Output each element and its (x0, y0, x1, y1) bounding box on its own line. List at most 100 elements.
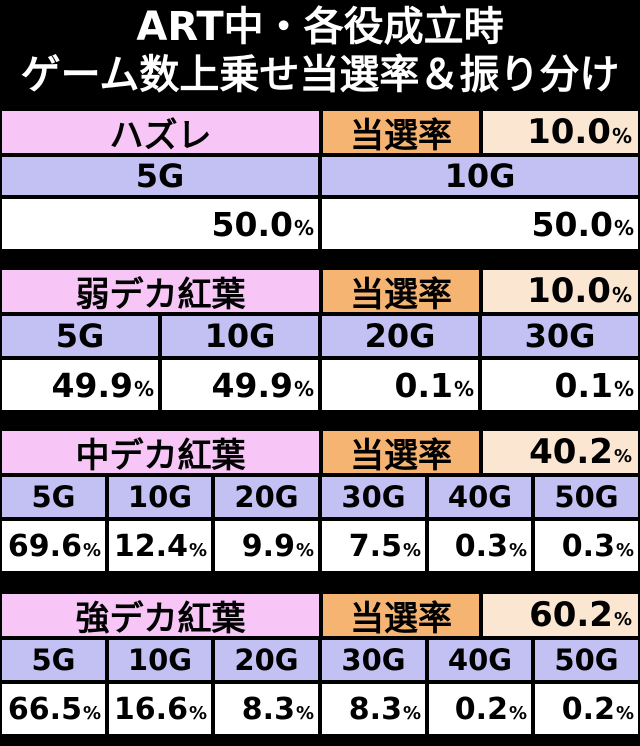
games-header: 40G (427, 475, 533, 519)
distribution-value: 8.3% (320, 682, 427, 736)
games-header: 50G (533, 638, 640, 682)
games-header-text: 10G (444, 157, 516, 195)
distribution-value: 9.9% (213, 519, 320, 573)
games-header-text: 20G (234, 480, 299, 514)
games-header: 30G (320, 638, 427, 682)
distribution-value: 0.1% (320, 358, 480, 412)
distribution-value: 0.2% (533, 682, 640, 736)
role-name-text: 弱デカ紅葉 (75, 274, 246, 314)
rate-label: 当選率 (321, 592, 481, 638)
rate-value-number: 10.0 (527, 271, 611, 311)
games-header-text: 40G (447, 643, 513, 677)
distribution-value: 49.9% (160, 358, 320, 412)
distribution-value-number: 0.1 (394, 365, 453, 405)
distribution-value-number: 49.9 (51, 365, 133, 405)
games-header: 10G (107, 475, 213, 519)
percent-sign: % (293, 377, 314, 401)
rate-label-text: 当選率 (350, 435, 452, 475)
games-header-text: 30G (341, 643, 406, 677)
games-header-text: 40G (447, 480, 513, 514)
percent-sign: % (133, 377, 154, 401)
percent-sign: % (613, 445, 632, 467)
games-header: 20G (320, 314, 480, 358)
games-header: 10G (107, 638, 213, 682)
games-header-text: 10G (127, 480, 193, 514)
games-header: 5G (0, 475, 107, 519)
distribution-value: 0.2% (427, 682, 533, 736)
distribution-value-number: 0.2 (454, 691, 508, 727)
games-header-text: 5G (31, 643, 76, 677)
distribution-value-number: 49.9 (211, 365, 293, 405)
title-line-2: ゲーム数上乗せ当選率＆振り分け (20, 52, 620, 98)
distribution-value-number: 50.0 (211, 204, 293, 244)
games-header: 30G (480, 314, 640, 358)
title-line-1: ART中・各役成立時 (136, 4, 504, 50)
percent-sign: % (82, 702, 101, 724)
games-header-text: 30G (524, 317, 596, 355)
distribution-value-number: 16.6 (113, 691, 188, 727)
distribution-value: 50.0% (0, 197, 320, 251)
percent-sign: % (402, 539, 421, 561)
percent-sign: % (611, 283, 632, 307)
games-header-text: 5G (135, 157, 185, 195)
distribution-value-number: 7.5 (348, 528, 402, 564)
role-name-text: 強デカ紅葉 (75, 598, 246, 638)
percent-sign: % (613, 377, 634, 401)
percent-sign: % (615, 539, 634, 561)
distribution-value: 66.5% (0, 682, 107, 736)
rate-value: 60.2% (481, 592, 640, 638)
distribution-value: 0.3% (533, 519, 640, 573)
distribution-value-number: 50.0 (531, 204, 613, 244)
rate-value: 10.0% (481, 268, 640, 314)
rate-value: 40.2% (481, 429, 640, 475)
games-header: 40G (427, 638, 533, 682)
distribution-value-number: 8.3 (241, 691, 295, 727)
games-header-text: 5G (31, 480, 76, 514)
rate-value-number: 40.2 (529, 432, 613, 472)
distribution-value-number: 0.3 (561, 528, 615, 564)
page-title: ART中・各役成立時 ゲーム数上乗せ当選率＆振り分け (0, 0, 640, 104)
role-name-text: 中デカ紅葉 (75, 435, 246, 475)
games-header-text: 50G (554, 643, 619, 677)
games-header-text: 20G (364, 317, 436, 355)
distribution-value: 16.6% (107, 682, 213, 736)
percent-sign: % (295, 539, 314, 561)
distribution-value: 0.1% (480, 358, 640, 412)
games-header: 10G (320, 155, 640, 197)
percent-sign: % (615, 702, 634, 724)
rate-value-number: 60.2 (529, 595, 613, 635)
games-header: 5G (0, 155, 320, 197)
percent-sign: % (611, 124, 632, 148)
distribution-value-number: 0.2 (561, 691, 615, 727)
games-header: 50G (533, 475, 640, 519)
distribution-value-number: 12.4 (113, 528, 188, 564)
rate-label: 当選率 (321, 429, 481, 475)
games-header-text: 50G (554, 480, 619, 514)
games-header-text: 20G (234, 643, 299, 677)
rate-label-text: 当選率 (350, 598, 452, 638)
distribution-value: 8.3% (213, 682, 320, 736)
games-header-text: 5G (55, 317, 105, 355)
games-header-text: 30G (341, 480, 406, 514)
distribution-value-number: 9.9 (241, 528, 295, 564)
rate-label: 当選率 (321, 268, 481, 314)
games-header: 30G (320, 475, 427, 519)
role-name-text: ハズレ (109, 115, 212, 155)
percent-sign: % (613, 608, 632, 630)
rate-label: 当選率 (321, 109, 481, 155)
percent-sign: % (188, 539, 207, 561)
percent-sign: % (613, 216, 634, 240)
role-name: ハズレ (0, 109, 321, 155)
games-header: 5G (0, 314, 160, 358)
distribution-value: 0.3% (427, 519, 533, 573)
distribution-value: 69.6% (0, 519, 107, 573)
distribution-value: 49.9% (0, 358, 160, 412)
role-name: 弱デカ紅葉 (0, 268, 321, 314)
games-header-text: 10G (204, 317, 276, 355)
distribution-value-number: 0.1 (554, 365, 613, 405)
games-header: 10G (160, 314, 320, 358)
games-header-text: 10G (127, 643, 193, 677)
percent-sign: % (508, 702, 527, 724)
distribution-value: 12.4% (107, 519, 213, 573)
percent-sign: % (293, 216, 314, 240)
